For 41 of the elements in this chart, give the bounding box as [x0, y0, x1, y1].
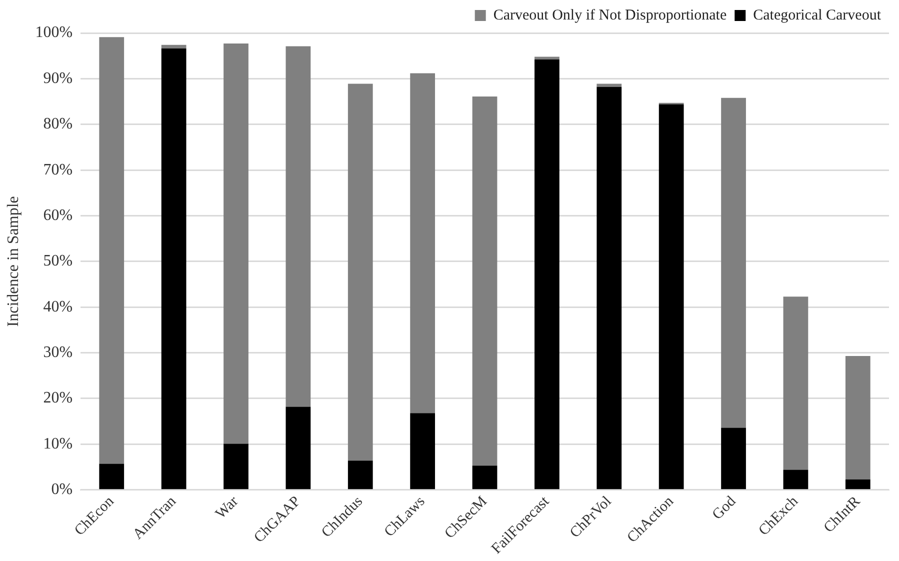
bar — [721, 428, 746, 490]
x-tick-label: War — [212, 494, 242, 522]
bar — [783, 470, 808, 490]
bar — [348, 460, 373, 490]
bar — [721, 98, 746, 428]
y-tick-label: 100% — [35, 24, 73, 42]
bar — [845, 356, 870, 480]
bar — [658, 104, 684, 490]
legend-label: Categorical Carveout — [753, 7, 882, 24]
x-tick-label: God — [710, 493, 740, 524]
bar — [410, 413, 436, 490]
y-tick-label: 80% — [43, 116, 73, 133]
bar — [99, 464, 124, 490]
y-tick-label: 0% — [51, 481, 73, 498]
y-axis-title: Incidence in Sample — [4, 196, 22, 327]
bar — [161, 48, 186, 490]
y-tick-label: 10% — [43, 435, 73, 452]
bar — [224, 444, 248, 490]
bar — [286, 46, 311, 407]
bar — [224, 44, 248, 444]
bar — [472, 96, 498, 466]
bar — [286, 406, 311, 490]
bar — [596, 86, 622, 490]
bar — [783, 296, 808, 470]
bar — [348, 84, 373, 461]
bar — [472, 466, 498, 490]
bar — [534, 56, 560, 60]
bar — [161, 44, 186, 49]
bar — [596, 84, 622, 87]
bar — [410, 73, 436, 414]
y-tick-label: 90% — [43, 70, 73, 87]
bar — [534, 59, 560, 490]
y-tick-label: 20% — [43, 390, 73, 407]
bar — [99, 37, 124, 464]
y-tick-label: 60% — [43, 206, 73, 224]
y-tick-label: 50% — [43, 252, 73, 270]
y-tick-label: 30% — [43, 344, 73, 361]
y-tick-label: 70% — [43, 161, 73, 178]
bar — [845, 479, 870, 490]
legend-label: Carveout Only if Not Disproportionate — [493, 7, 727, 24]
y-tick-label: 40% — [43, 298, 73, 316]
